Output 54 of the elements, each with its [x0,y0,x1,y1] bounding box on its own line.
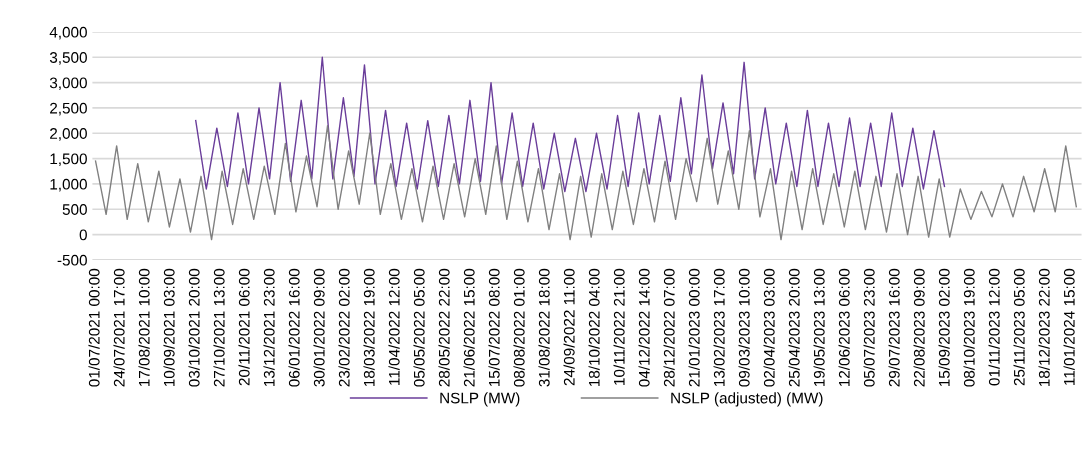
x-tick-label: 28/12/2022 07:00 [663,268,675,387]
line-series [195,56,946,193]
x-tick-label: 22/08/2023 09:00 [913,268,925,387]
x-tick-label: 21/01/2023 00:00 [688,268,700,387]
x-tick-label: 01/11/2023 12:00 [988,268,1000,386]
x-tick-label: 27/10/2021 13:00 [213,268,225,387]
x-tick-label: 02/04/2023 03:00 [763,268,775,387]
x-tick-label: 29/07/2023 16:00 [888,268,900,387]
y-tick-label: 2,500 [50,102,87,116]
x-tick-label: 19/05/2023 13:00 [813,268,825,387]
x-tick-label: 31/08/2022 18:00 [538,268,550,387]
y-tick-label: -500 [57,254,87,266]
x-tick-label: 06/01/2022 16:00 [288,268,300,387]
x-tick-label: 24/09/2022 11:00 [563,268,575,386]
x-tick-label: 04/12/2022 14:00 [638,268,650,387]
x-tick-label: 13/12/2021 23:00 [263,268,275,387]
x-tick-label: 15/09/2023 02:00 [938,268,950,387]
y-tick-label: 1,500 [50,153,87,167]
x-tick-label: 13/02/2023 17:00 [713,268,725,387]
x-tick-label: 18/12/2023 22:00 [1038,268,1050,387]
x-tick-label: 23/02/2022 02:00 [338,268,350,387]
y-tick-label: 500 [62,204,87,215]
x-tick-label: 25/04/2023 20:00 [788,268,800,387]
legend-label: NSLP (MW) [440,392,520,407]
x-tick-label: 20/11/2021 06:00 [238,268,250,386]
x-tick-label: 08/10/2023 19:00 [963,268,975,387]
x-tick-label: 11/01/2024 15:00 [1063,268,1075,385]
x-tick-label: 28/05/2022 22:00 [438,268,450,387]
y-tick-label: 4,000 [49,26,87,40]
x-tick-label: 11/04/2022 12:00 [388,268,400,385]
x-tick-label: 01/07/2021 00:00 [88,268,100,387]
y-tick-label: 1,000 [50,178,87,192]
x-tick-label: 10/09/2021 03:00 [163,268,175,387]
x-tick-label: 09/03/2023 10:00 [738,268,750,387]
y-tick-label: 3,500 [49,52,87,65]
x-tick-label: 18/03/2022 19:00 [363,268,375,387]
y-tick-label: 0 [79,229,87,241]
line-series [94,124,1077,241]
x-tick-label: 15/07/2022 08:00 [488,268,500,387]
x-tick-label: 17/08/2021 10:00 [138,268,150,387]
x-tick-label: 05/05/2022 05:00 [413,268,425,387]
x-tick-label: 08/08/2022 01:00 [513,268,525,387]
x-tick-label: 30/01/2022 09:00 [313,268,325,387]
y-tick-label: 2,000 [50,128,87,141]
x-tick-label: 18/10/2022 04:00 [588,268,600,387]
x-tick-label: 21/06/2022 15:00 [463,268,475,387]
x-tick-label: 03/10/2021 20:00 [188,268,200,387]
x-tick-label: 05/07/2023 23:00 [863,268,875,387]
legend-label: NSLP (adjusted) (MW) [671,392,823,407]
y-tick-label: 3,000 [49,77,87,91]
x-tick-label: 10/11/2022 21:00 [613,268,625,385]
x-tick-label: 25/11/2023 05:00 [1013,268,1025,386]
x-tick-label: 24/07/2021 17:00 [113,268,125,387]
x-tick-label: 12/06/2023 06:00 [838,268,850,387]
